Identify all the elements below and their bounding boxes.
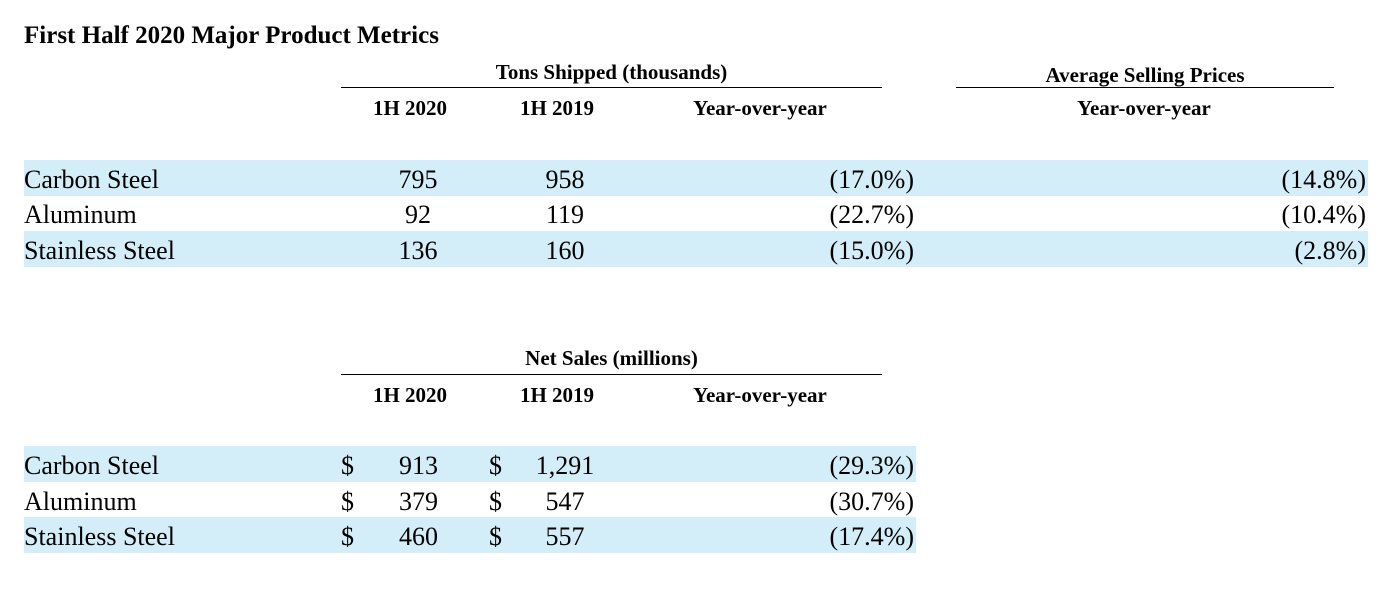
tons-row-band-3 [24,231,1368,267]
sales-currency-symbol: $ [341,451,354,480]
sales-row-product: Aluminum [24,487,137,516]
sales-currency-symbol: $ [489,451,502,480]
asp-group-header: Average Selling Prices [1045,63,1245,87]
sales-row-1h2019: 557 [545,522,585,551]
sales-row-yoy: (30.7%) [829,487,914,516]
sales-group-rule [341,374,882,375]
sales-row-1h2020: 379 [399,487,438,516]
sales-row-band-3 [24,517,916,553]
tons-row-yoy: (22.7%) [829,200,914,229]
page-title: First Half 2020 Major Product Metrics [24,22,439,49]
tons-row-product: Carbon Steel [24,165,160,194]
asp-row-yoy: (10.4%) [1281,200,1366,229]
tons-row-yoy: (17.0%) [829,165,914,194]
tons-col-1h2020: 1H 2020 [372,96,448,120]
sales-row-yoy: (17.4%) [829,522,914,551]
tons-row-1h2019: 160 [545,236,585,265]
sales-col-1h2019: 1H 2019 [519,383,595,407]
sales-row-band-1 [24,446,916,482]
sales-currency-symbol: $ [341,522,354,551]
tons-col-1h2019: 1H 2019 [519,96,595,120]
asp-group-rule [956,87,1334,88]
tons-group-header: Tons Shipped (thousands) [495,60,728,84]
sales-col-1h2020: 1H 2020 [372,383,448,407]
sales-row-yoy: (29.3%) [829,451,914,480]
tons-row-band-1 [24,160,1368,196]
asp-col-yoy: Year-over-year [1077,96,1211,120]
tons-row-1h2019: 119 [545,200,585,229]
asp-row-yoy: (2.8%) [1294,236,1366,265]
tons-row-1h2020: 92 [405,200,431,229]
sales-row-1h2020: 460 [399,522,438,551]
sales-row-product: Carbon Steel [24,451,160,480]
sales-row-1h2019: 547 [545,487,585,516]
tons-row-1h2020: 136 [398,236,438,265]
sales-group-header: Net Sales (millions) [525,346,698,370]
sales-currency-symbol: $ [341,487,354,516]
sales-row-1h2020: 913 [399,451,438,480]
sales-currency-symbol: $ [489,522,502,551]
sales-col-yoy: Year-over-year [693,383,827,407]
tons-row-1h2019: 958 [545,165,585,194]
tons-row-product: Aluminum [24,200,137,229]
tons-row-1h2020: 795 [398,165,438,194]
sales-currency-symbol: $ [489,487,502,516]
tons-group-rule [341,87,882,88]
tons-row-product: Stainless Steel [24,236,175,265]
sales-row-1h2019: 1,291 [535,451,595,480]
asp-row-yoy: (14.8%) [1281,165,1366,194]
sales-row-product: Stainless Steel [24,522,175,551]
tons-col-yoy: Year-over-year [693,96,827,120]
tons-row-yoy: (15.0%) [829,236,914,265]
